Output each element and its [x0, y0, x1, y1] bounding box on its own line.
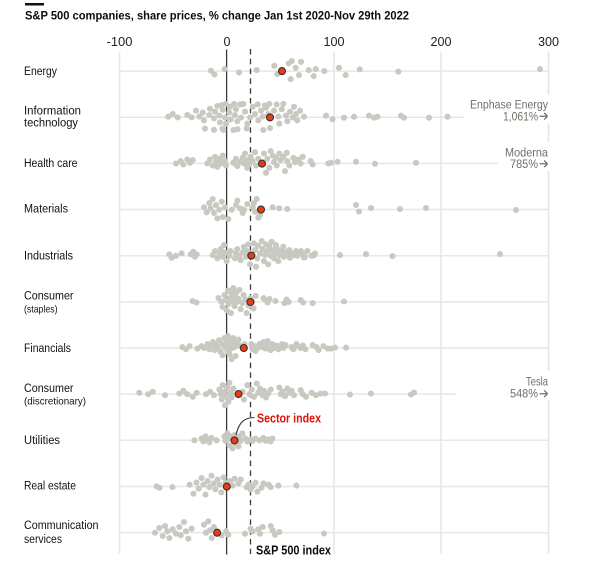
svg-text:S&P 500 index: S&P 500 index	[256, 544, 331, 558]
svg-text:Utilities: Utilities	[24, 433, 60, 447]
svg-text:785%: 785%	[510, 157, 538, 171]
svg-text:-100: -100	[107, 34, 133, 49]
svg-text:Communication: Communication	[24, 518, 99, 532]
svg-text:Tesla: Tesla	[526, 375, 548, 389]
svg-text:Industrials: Industrials	[24, 248, 73, 262]
svg-text:Real estate: Real estate	[24, 479, 76, 493]
svg-text:Health care: Health care	[24, 156, 78, 170]
svg-text:Information: Information	[24, 104, 81, 118]
svg-text:services: services	[24, 532, 62, 546]
svg-text:S&P 500 companies, share price: S&P 500 companies, share prices, % chang…	[25, 9, 409, 23]
svg-text:100: 100	[324, 34, 345, 49]
svg-text:Enphase Energy: Enphase Energy	[470, 98, 549, 112]
svg-text:300: 300	[538, 34, 559, 49]
svg-text:Sector index: Sector index	[257, 412, 321, 426]
svg-text:Consumer: Consumer	[24, 289, 74, 303]
svg-text:1,061%: 1,061%	[503, 109, 538, 123]
svg-text:(discretionary): (discretionary)	[24, 396, 86, 408]
svg-text:0: 0	[224, 34, 231, 49]
svg-text:Materials: Materials	[24, 202, 68, 216]
svg-text:Moderna: Moderna	[505, 146, 548, 160]
svg-text:technology: technology	[24, 116, 79, 130]
svg-text:200: 200	[431, 34, 452, 49]
svg-text:Energy: Energy	[24, 64, 58, 78]
svg-text:Financials: Financials	[24, 341, 71, 355]
svg-text:Consumer: Consumer	[24, 381, 74, 395]
svg-text:(staples): (staples)	[24, 303, 58, 315]
svg-text:548%: 548%	[510, 387, 538, 401]
